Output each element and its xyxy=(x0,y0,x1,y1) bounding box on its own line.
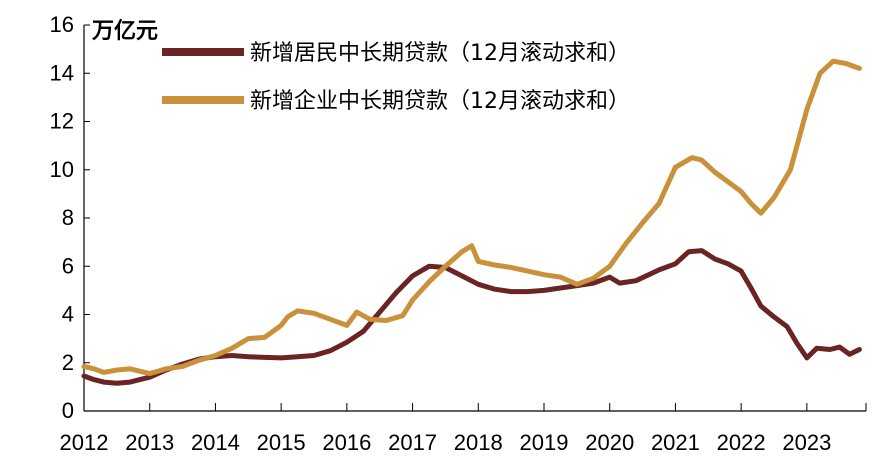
y-tick-label: 10 xyxy=(50,157,74,182)
y-tick-label: 0 xyxy=(62,398,74,423)
y-tick-label: 4 xyxy=(62,302,74,327)
x-axis-ticks: 2012 2013 2014 2015 2016 2017 2018 2019 2020 2021… xyxy=(60,403,867,455)
legend: 新增居民中长期贷款（12月滚动求和） 新增企业中长期贷款（12月滚动求和） xyxy=(162,41,630,114)
x-tick-label: 2020 xyxy=(585,430,634,455)
x-tick-label: 2019 xyxy=(520,430,569,455)
x-tick-label: 2021 xyxy=(651,430,700,455)
axes xyxy=(83,25,866,412)
x-tick-label: 2014 xyxy=(191,430,240,455)
x-tick-label: 2012 xyxy=(60,430,109,455)
y-tick-label: 14 xyxy=(50,60,74,85)
x-tick-label: 2018 xyxy=(454,430,503,455)
y-tick-label: 16 xyxy=(50,12,74,37)
y-tick-label: 6 xyxy=(62,253,74,278)
series-line-1 xyxy=(81,58,862,377)
x-tick-label: 2022 xyxy=(717,430,766,455)
x-tick-label: 2015 xyxy=(257,430,306,455)
y-axis-ticks: 0 2 4 6 8 10 12 14 16 xyxy=(50,12,90,423)
y-unit-label: 万亿元 xyxy=(91,19,158,44)
legend-label-1: 新增企业中长期贷款（12月滚动求和） xyxy=(250,89,630,114)
series-lines xyxy=(81,58,862,386)
y-tick-label: 12 xyxy=(50,109,74,134)
x-tick-label: 2013 xyxy=(125,430,174,455)
x-tick-label: 2016 xyxy=(322,430,371,455)
series-line-0 xyxy=(81,248,862,386)
y-tick-label: 2 xyxy=(62,350,74,375)
x-tick-label: 2017 xyxy=(388,430,437,455)
legend-label-0: 新增居民中长期贷款（12月滚动求和） xyxy=(250,41,630,66)
y-tick-label: 8 xyxy=(62,205,74,230)
x-tick-label: 2023 xyxy=(782,430,831,455)
